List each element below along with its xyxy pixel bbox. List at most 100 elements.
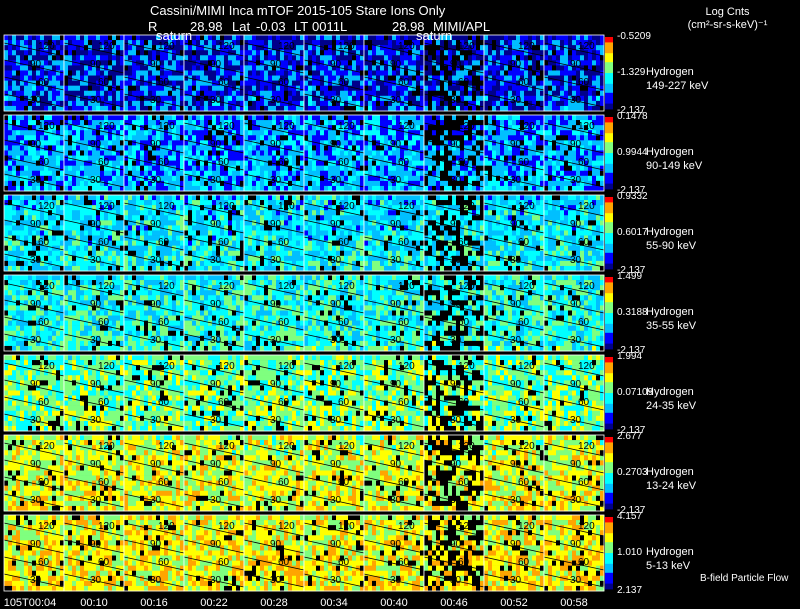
heatmap-cell (188, 140, 193, 146)
heatmap-cell (120, 165, 125, 172)
heatmap-cell (312, 120, 317, 126)
heatmap-cell (88, 35, 93, 41)
heatmap-cell (508, 35, 513, 41)
heatmap-cell (28, 55, 33, 61)
heatmap-cell (200, 185, 205, 192)
heatmap-cell (316, 70, 321, 76)
heatmap-cell (156, 150, 161, 156)
heatmap-cell (56, 130, 61, 136)
heatmap-cell (280, 50, 285, 56)
heatmap-cell (344, 95, 349, 102)
heatmap-cell (544, 180, 549, 187)
heatmap-cell (188, 165, 193, 172)
heatmap-cell (244, 75, 249, 81)
heatmap-cell (116, 185, 121, 192)
heatmap-cell (288, 150, 293, 156)
heatmap-cell (80, 50, 85, 56)
heatmap-cell (512, 150, 517, 156)
heatmap-cell (408, 85, 413, 92)
heatmap-cell (24, 220, 29, 226)
heatmap-cell (88, 140, 93, 146)
heatmap-cell (580, 115, 585, 121)
heatmap-cell (336, 45, 341, 51)
heatmap-cell (152, 145, 157, 151)
heatmap-cell (8, 40, 13, 46)
heatmap-cell (416, 65, 421, 71)
heatmap-cell (384, 115, 389, 121)
heatmap-cell (472, 165, 477, 172)
pitch-contour (483, 122, 545, 137)
heatmap-cell (264, 60, 269, 66)
heatmap-cell (484, 100, 489, 107)
heatmap-cell (316, 185, 321, 192)
heatmap-cell (460, 50, 465, 56)
heatmap-cell (64, 50, 69, 56)
heatmap-cell (312, 170, 317, 177)
heatmap-cell (444, 180, 449, 187)
heatmap-cell (504, 115, 509, 121)
heatmap-cell (588, 75, 593, 81)
heatmap-cell (336, 65, 341, 71)
heatmap-cell (560, 50, 565, 56)
heatmap-cell (436, 175, 441, 182)
heatmap-cell (224, 90, 229, 97)
heatmap-cell (36, 150, 41, 156)
heatmap-cell (500, 185, 505, 192)
heatmap-cell (308, 105, 313, 112)
heatmap-cell (380, 140, 385, 146)
heatmap-cell (340, 135, 345, 141)
heatmap-cell (32, 185, 37, 192)
heatmap-cell (452, 125, 457, 131)
heatmap-cell (112, 125, 117, 131)
heatmap-cell (232, 140, 237, 146)
heatmap-cell (600, 70, 605, 76)
heatmap-cell (200, 135, 205, 141)
heatmap-cell (460, 45, 465, 51)
heatmap-cell (40, 160, 45, 166)
heatmap-cell (356, 75, 361, 81)
heatmap-cell (180, 70, 185, 76)
heatmap-cell (104, 130, 109, 136)
heatmap-cell (188, 130, 193, 136)
heatmap-cell (440, 125, 445, 131)
heatmap-cell (508, 150, 513, 156)
heatmap-cell (260, 45, 265, 51)
contour-label: 60 (158, 157, 170, 168)
pitch-contour (363, 59, 425, 74)
heatmap-cell (156, 130, 161, 136)
heatmap-cell (480, 80, 485, 86)
heatmap-cell (312, 130, 317, 136)
heatmap-cell (576, 120, 581, 126)
contour-label: 120 (518, 121, 535, 132)
heatmap-cell (204, 105, 209, 112)
heatmap-cell (16, 200, 21, 206)
heatmap-cell (132, 45, 137, 51)
heatmap-cell (384, 160, 389, 166)
heatmap-cell (20, 195, 25, 201)
heatmap-cell (408, 160, 413, 166)
heatmap-cell (12, 200, 17, 206)
heatmap-cell (324, 120, 329, 126)
heatmap-cell (280, 160, 285, 166)
heatmap-cell (592, 150, 597, 156)
heatmap-cell (576, 80, 581, 86)
heatmap-cell (112, 115, 117, 121)
heatmap-cell (368, 105, 373, 112)
heatmap-cell (336, 165, 341, 172)
heatmap-cell (300, 120, 305, 126)
heatmap-cell (112, 35, 117, 41)
heatmap-cell (24, 50, 29, 56)
heatmap-cell (236, 70, 241, 76)
heatmap-cell (24, 200, 29, 206)
heatmap-cell (136, 125, 141, 131)
heatmap-cell (16, 175, 21, 182)
heatmap-cell (528, 100, 533, 107)
heatmap-cell (372, 180, 377, 187)
heatmap-cell (560, 75, 565, 81)
heatmap-cell (404, 35, 409, 41)
heatmap-cell (36, 155, 41, 161)
heatmap-cell (476, 155, 481, 161)
heatmap-cell (316, 155, 321, 161)
heatmap-cell (424, 185, 429, 192)
